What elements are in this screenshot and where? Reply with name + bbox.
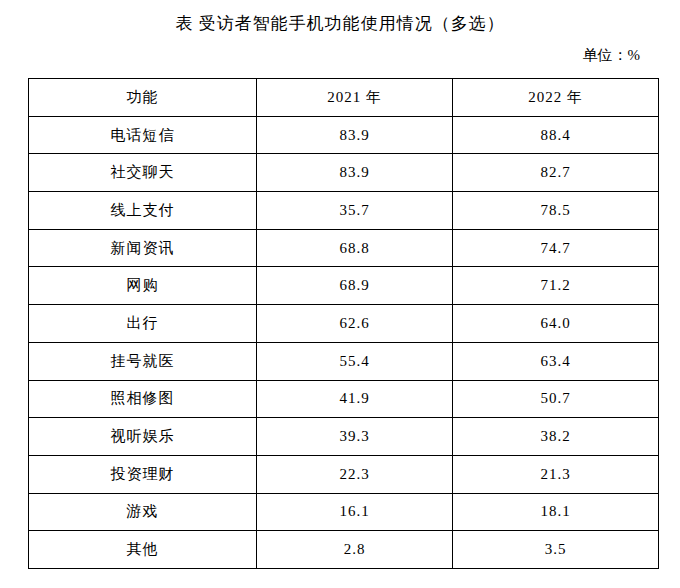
table-row: 线上支付35.778.5 bbox=[29, 192, 659, 230]
table-row: 投资理财22.321.3 bbox=[29, 455, 659, 493]
row-label: 网购 bbox=[29, 267, 257, 305]
row-label: 照相修图 bbox=[29, 380, 257, 418]
table-row: 游戏16.118.1 bbox=[29, 493, 659, 531]
table-header-row: 功能 2021 年 2022 年 bbox=[29, 79, 659, 117]
row-label: 社交聊天 bbox=[29, 154, 257, 192]
row-value-2021: 16.1 bbox=[257, 493, 453, 531]
row-label: 游戏 bbox=[29, 493, 257, 531]
row-value-2022: 88.4 bbox=[453, 116, 659, 154]
page-title: 表 受访者智能手机功能使用情况（多选） bbox=[0, 12, 680, 35]
row-value-2021: 83.9 bbox=[257, 154, 453, 192]
row-value-2022: 74.7 bbox=[453, 229, 659, 267]
row-value-2021: 68.9 bbox=[257, 267, 453, 305]
row-label: 挂号就医 bbox=[29, 342, 257, 380]
column-header-2021: 2021 年 bbox=[257, 79, 453, 117]
row-value-2021: 39.3 bbox=[257, 418, 453, 456]
table-row: 出行62.664.0 bbox=[29, 305, 659, 343]
row-value-2021: 41.9 bbox=[257, 380, 453, 418]
row-label: 电话短信 bbox=[29, 116, 257, 154]
column-header-2022: 2022 年 bbox=[453, 79, 659, 117]
row-value-2022: 50.7 bbox=[453, 380, 659, 418]
table-row: 其他2.83.5 bbox=[29, 531, 659, 569]
table-row: 电话短信83.988.4 bbox=[29, 116, 659, 154]
row-value-2022: 71.2 bbox=[453, 267, 659, 305]
row-value-2021: 55.4 bbox=[257, 342, 453, 380]
row-value-2022: 21.3 bbox=[453, 455, 659, 493]
table-row: 社交聊天83.982.7 bbox=[29, 154, 659, 192]
row-value-2022: 63.4 bbox=[453, 342, 659, 380]
row-value-2022: 18.1 bbox=[453, 493, 659, 531]
row-label: 新闻资讯 bbox=[29, 229, 257, 267]
row-value-2022: 78.5 bbox=[453, 192, 659, 230]
table-row: 挂号就医55.463.4 bbox=[29, 342, 659, 380]
table-row: 照相修图41.950.7 bbox=[29, 380, 659, 418]
row-value-2021: 83.9 bbox=[257, 116, 453, 154]
row-value-2022: 64.0 bbox=[453, 305, 659, 343]
table-row: 新闻资讯68.874.7 bbox=[29, 229, 659, 267]
row-value-2021: 35.7 bbox=[257, 192, 453, 230]
row-label: 线上支付 bbox=[29, 192, 257, 230]
row-value-2021: 2.8 bbox=[257, 531, 453, 569]
row-value-2022: 82.7 bbox=[453, 154, 659, 192]
table-body: 电话短信83.988.4社交聊天83.982.7线上支付35.778.5新闻资讯… bbox=[29, 116, 659, 568]
table-row: 视听娱乐39.338.2 bbox=[29, 418, 659, 456]
row-label: 投资理财 bbox=[29, 455, 257, 493]
row-label: 其他 bbox=[29, 531, 257, 569]
table-row: 网购68.971.2 bbox=[29, 267, 659, 305]
row-value-2021: 22.3 bbox=[257, 455, 453, 493]
row-value-2022: 38.2 bbox=[453, 418, 659, 456]
row-value-2021: 68.8 bbox=[257, 229, 453, 267]
row-label: 出行 bbox=[29, 305, 257, 343]
row-value-2022: 3.5 bbox=[453, 531, 659, 569]
row-label: 视听娱乐 bbox=[29, 418, 257, 456]
row-value-2021: 62.6 bbox=[257, 305, 453, 343]
usage-table: 功能 2021 年 2022 年 电话短信83.988.4社交聊天83.982.… bbox=[28, 78, 659, 569]
unit-label: 单位：% bbox=[0, 46, 640, 65]
column-header-function: 功能 bbox=[29, 79, 257, 117]
